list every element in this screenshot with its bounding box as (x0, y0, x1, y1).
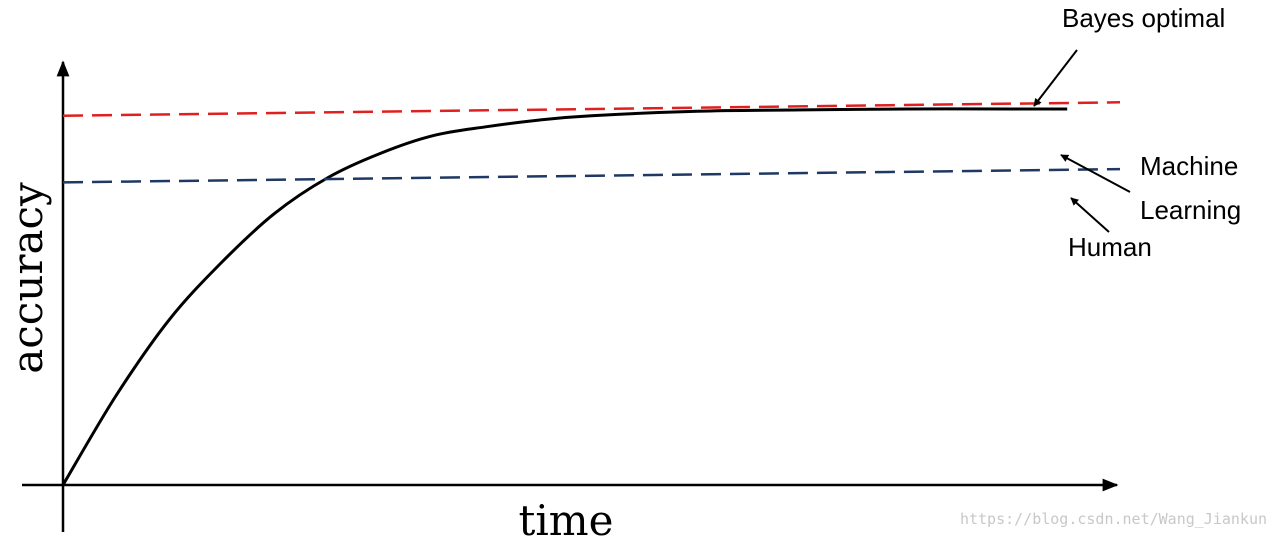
arrow-machine-learning (1060, 154, 1131, 193)
series-line-machine-learning (61, 107, 1068, 486)
watermark-text: https://blog.csdn.net/Wang_Jiankun (960, 510, 1267, 528)
arrow-human (1070, 197, 1110, 233)
annotation-bayes-optimal: Bayes optimal (1062, 3, 1225, 33)
series-line-bayes-optimal (62, 101, 1121, 117)
series-line-human (62, 167, 1121, 184)
x-axis-label: time (519, 496, 614, 538)
arrow-bayes-optimal (1033, 49, 1078, 107)
y-axis-label: accuracy (3, 182, 52, 374)
annotation-human: Human (1068, 232, 1152, 262)
annotation-machine: Machine (1140, 151, 1238, 181)
annotation-learning: Learning (1140, 195, 1241, 225)
series-layer (61, 101, 1121, 486)
